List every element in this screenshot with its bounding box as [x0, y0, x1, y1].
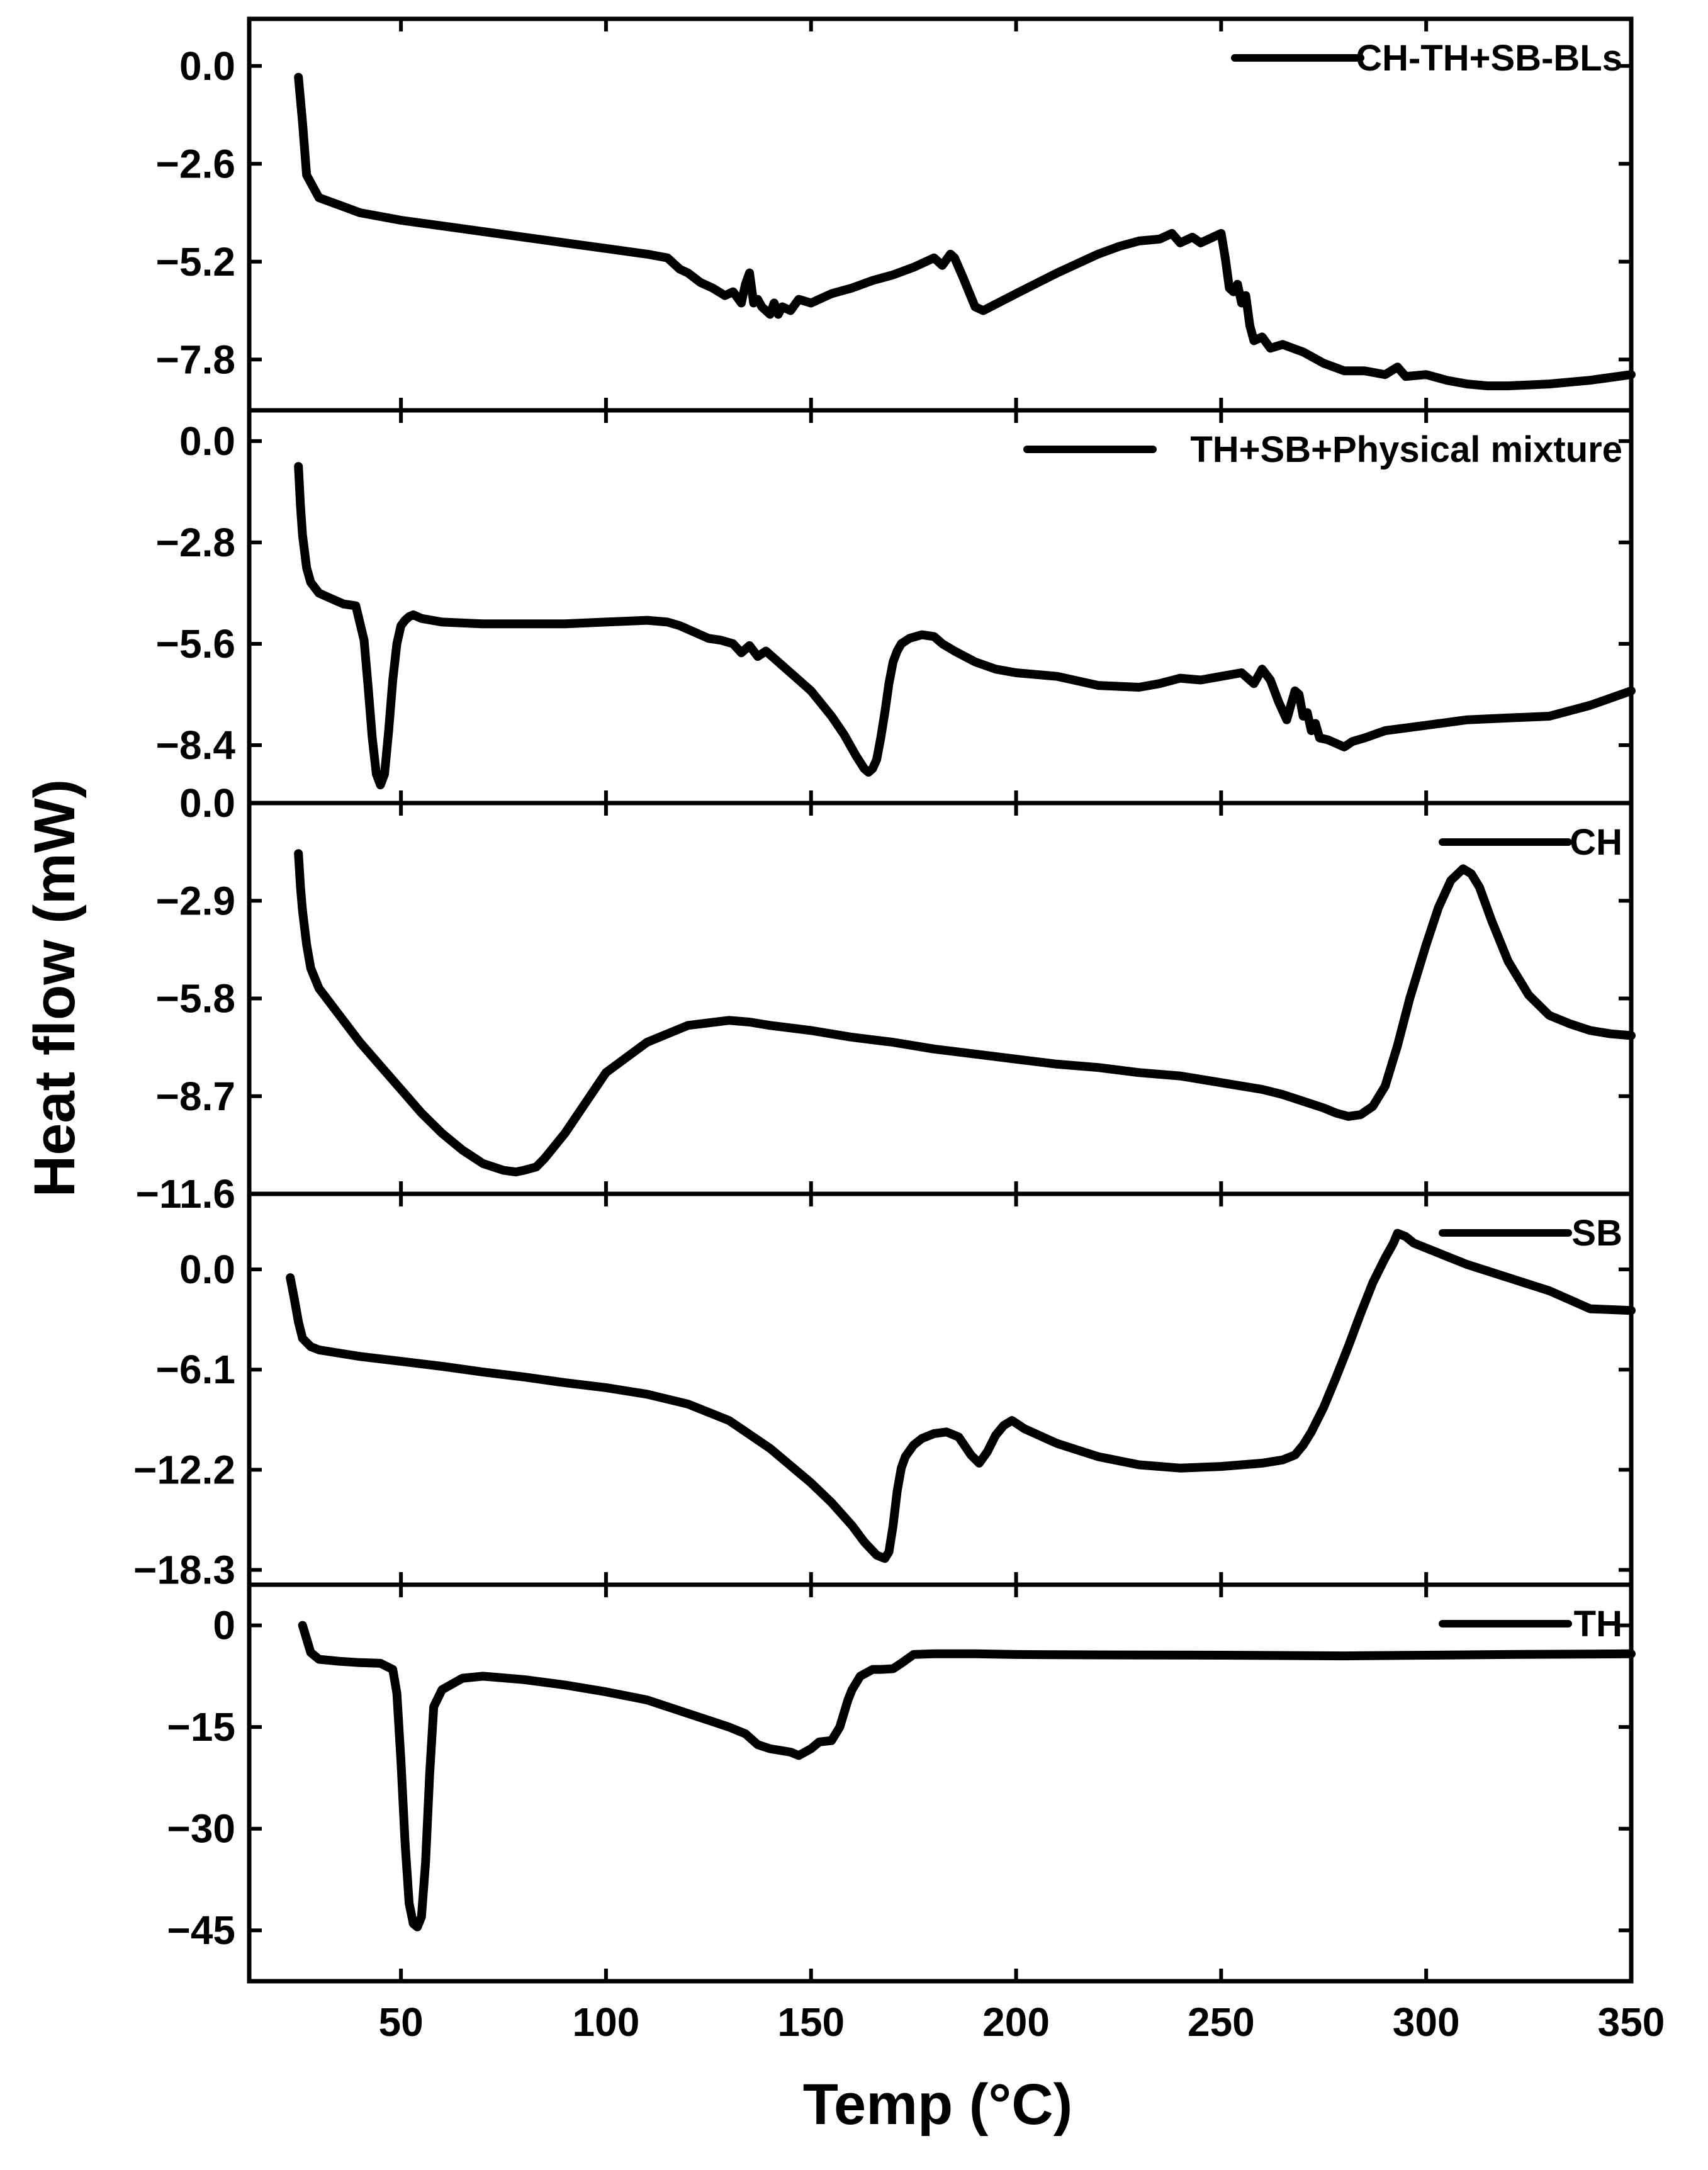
y-tick-label: 0.0	[179, 43, 235, 89]
series-line-3	[294, 849, 1636, 1177]
y-tick-label: 0.0	[179, 419, 235, 464]
legend-label: TH	[1574, 1604, 1622, 1644]
series-line-4	[286, 1228, 1636, 1563]
y-tick-label: 0.0	[179, 780, 235, 826]
x-tick-label: 150	[777, 1999, 845, 2045]
panel-frame	[247, 1191, 1634, 1587]
y-tick-label: −11.6	[136, 1171, 235, 1217]
y-tick-label: −5.6	[156, 621, 235, 666]
legend-label: CH	[1570, 822, 1622, 863]
legend-label: CH-TH+SB-BLs	[1356, 38, 1622, 79]
panel-5: 0 −15 −30 −45 TH	[167, 1582, 1636, 1984]
x-tick-label: 200	[982, 1999, 1050, 2045]
x-axis-labels: 50 100 150 200 250 300 350	[379, 1999, 1665, 2045]
y-tick-label: 0.0	[179, 1247, 235, 1292]
panel-1: 0.0 −2.6 −5.2 −7.8 CH-TH+SB-BLs	[156, 16, 1636, 413]
y-tick-label: −2.9	[156, 878, 235, 923]
series-line-2	[294, 462, 1636, 790]
y-tick-label: −2.6	[156, 141, 235, 186]
legend-label: TH+SB+Physical mixture	[1190, 429, 1622, 470]
y-axis-title: Heat flow (mW)	[23, 779, 87, 1197]
x-axis-title: Temp (°C)	[803, 2072, 1073, 2137]
x-tick-label: 350	[1598, 1999, 1665, 2045]
x-tick-label: 50	[379, 1999, 424, 2045]
panel-frame	[247, 1582, 1634, 1984]
y-tick-label: −2.8	[156, 520, 235, 565]
panel-2: 0.0 −2.8 −5.6 −8.4 TH+SB+Physical mixture	[156, 408, 1636, 806]
y-tick-label: −15	[167, 1704, 235, 1750]
series-line-5	[298, 1621, 1636, 1931]
x-tick-label: 300	[1393, 1999, 1460, 2045]
y-tick-label: −18.3	[133, 1548, 235, 1593]
y-tick-label: −30	[167, 1806, 235, 1852]
x-tick-label: 100	[573, 1999, 640, 2045]
y-tick-label: 0	[213, 1603, 235, 1648]
y-tick-label: −5.8	[156, 976, 235, 1021]
series-line-1	[294, 72, 1636, 391]
x-tick-label: 250	[1188, 1999, 1255, 2045]
y-tick-label: −6.1	[156, 1347, 235, 1392]
panel-4: 0.0 −6.1 −12.2 −18.3 SB	[133, 1191, 1636, 1593]
y-tick-label: −7.8	[156, 337, 235, 382]
y-tick-label: −8.7	[156, 1074, 235, 1119]
y-tick-label: −45	[167, 1908, 235, 1953]
y-tick-label: −5.2	[156, 239, 235, 284]
panel-3: 0.0 −2.9 −5.8 −8.7 −11.6 CH	[136, 780, 1636, 1217]
legend-label: SB	[1571, 1213, 1622, 1254]
y-tick-label: −12.2	[133, 1447, 235, 1492]
panel-frame	[247, 801, 1634, 1196]
y-tick-label: −8.4	[156, 722, 236, 768]
